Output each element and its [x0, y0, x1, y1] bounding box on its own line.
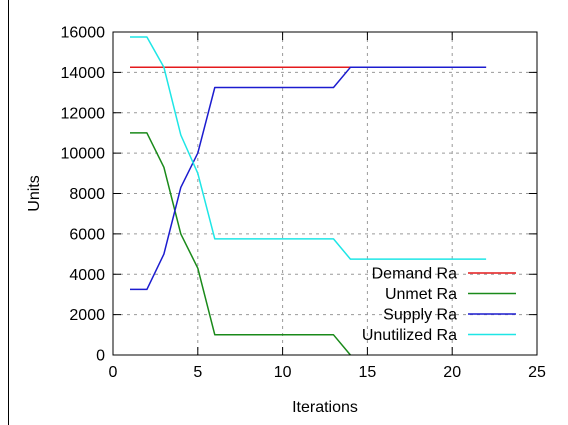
ticks	[112, 31, 538, 356]
series-line	[130, 66, 487, 291]
y-tick-label: 16000	[61, 25, 106, 42]
legend-label: Unutilized Ra	[362, 327, 457, 344]
y-tick-label: 8000	[69, 186, 105, 203]
x-tick-label: 20	[443, 364, 461, 381]
y-tick-label: 10000	[61, 146, 106, 163]
tick-labels: 0 2000 4000 6000 8000 10000 12000 14000 16000 0 5 1…	[61, 25, 547, 382]
series-line	[130, 36, 487, 260]
x-tick-label: 10	[274, 364, 292, 381]
y-tick-label: 2000	[69, 307, 105, 324]
x-tick-label: 0	[109, 364, 118, 381]
y-tick-label: 4000	[69, 267, 105, 284]
x-tick-label: 15	[359, 364, 377, 381]
y-tick-label: 0	[96, 348, 105, 365]
y-tick-label: 6000	[69, 226, 105, 243]
y-tick-label: 14000	[61, 65, 106, 82]
legend-label: Demand Ra	[372, 266, 457, 283]
legend: Demand Ra Unmet Ra Supply Ra Unutilized Ra	[362, 266, 516, 344]
grid	[113, 32, 537, 355]
legend-label: Supply Ra	[383, 307, 457, 324]
series-line	[130, 132, 351, 356]
x-tick-label: 5	[193, 364, 202, 381]
y-axis-label: Units	[26, 175, 43, 211]
series-layer	[130, 36, 487, 356]
x-axis-label: Iterations	[292, 399, 358, 416]
legend-label: Unmet Ra	[385, 286, 457, 303]
x-tick-label: 25	[528, 364, 546, 381]
y-tick-label: 12000	[61, 105, 106, 122]
